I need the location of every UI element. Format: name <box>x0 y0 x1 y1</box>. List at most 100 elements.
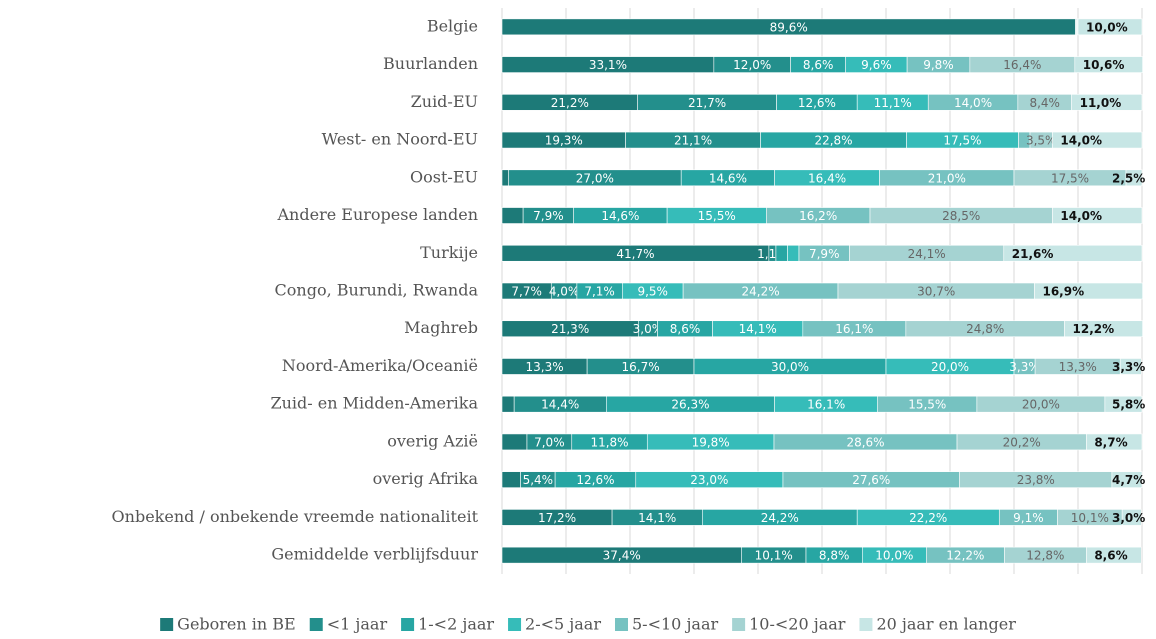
value-label: 12,2% <box>1073 322 1115 336</box>
bar-segment <box>1121 509 1142 526</box>
value-label: 8,4% <box>1029 96 1060 110</box>
bar-segment <box>1071 94 1143 111</box>
value-label: 3,3% <box>1009 360 1040 374</box>
value-label: 14,0% <box>1060 209 1102 223</box>
bar-segment <box>501 433 528 451</box>
value-label: 24,8% <box>966 322 1004 336</box>
value-label: 9,5% <box>637 285 668 299</box>
value-label: 22,2% <box>909 511 947 525</box>
value-label: 20,0% <box>1022 398 1060 412</box>
bar-segment <box>1086 546 1142 564</box>
bar-segment <box>1077 18 1143 36</box>
value-label: 7,9% <box>533 209 564 223</box>
value-label: 9,6% <box>861 58 892 72</box>
value-label: 16,4% <box>808 171 846 185</box>
value-label: 17,5% <box>1051 171 1089 185</box>
category-label: Zuid- en Midden-Amerika <box>271 394 479 413</box>
bar-segment <box>1003 244 1143 262</box>
value-label: 3,0% <box>633 322 664 336</box>
category-label: Turkije <box>420 243 478 262</box>
value-label: 37,4% <box>603 549 641 563</box>
bar-segment <box>1119 358 1142 375</box>
legend-item: 5-<10 jaar <box>615 615 718 634</box>
value-label: 21,0% <box>928 171 966 185</box>
legend-swatch <box>160 618 174 631</box>
value-label: 14,6% <box>601 209 639 223</box>
value-label: 11,0% <box>1080 96 1122 110</box>
legend-label: 2-<5 jaar <box>525 615 601 634</box>
value-label: 14,1% <box>638 511 676 525</box>
legend-label: 20 jaar en langer <box>876 615 1016 634</box>
value-label: 4,0% <box>549 285 580 299</box>
category-label: Belgie <box>427 16 478 35</box>
value-label: 9,1% <box>1013 511 1044 525</box>
value-label: 12,6% <box>798 96 836 110</box>
category-label: Andere Europese landen <box>277 205 479 224</box>
value-label: 19,8% <box>692 435 730 449</box>
bar-segment <box>787 244 800 262</box>
value-label: 2,5% <box>1112 171 1145 185</box>
value-label: 12,6% <box>576 473 614 487</box>
value-label: 17,5% <box>943 134 981 148</box>
value-label: 10,1% <box>755 549 793 563</box>
value-label: 8,6% <box>803 58 834 72</box>
value-label: 7,9% <box>809 247 840 261</box>
category-label: overig Afrika <box>373 469 479 488</box>
category-label: Congo, Burundi, Rwanda <box>275 281 479 300</box>
category-label: Zuid-EU <box>411 92 478 111</box>
legend-swatch <box>859 618 873 631</box>
legend-label: Geboren in BE <box>177 615 296 634</box>
value-label: 15,5% <box>698 209 736 223</box>
value-label: 8,7% <box>1094 435 1127 449</box>
value-label: 7,1% <box>584 285 615 299</box>
value-label: 14,4% <box>541 398 579 412</box>
legend-item: <1 jaar <box>309 615 387 634</box>
value-label: 8,6% <box>1094 549 1127 563</box>
value-label: 8,8% <box>819 549 850 563</box>
value-label: 24,2% <box>741 285 779 299</box>
value-label: 10,1% <box>1071 511 1109 525</box>
bar-segment <box>501 395 515 413</box>
value-label: 20,0% <box>931 360 969 374</box>
value-label: 23,8% <box>1017 473 1055 487</box>
category-label: Buurlanden <box>383 54 478 73</box>
value-label: 16,4% <box>1003 58 1041 72</box>
value-label: 30,0% <box>771 360 809 374</box>
value-label: 14,1% <box>739 322 777 336</box>
value-label: 15,5% <box>908 398 946 412</box>
legend-item: 2-<5 jaar <box>508 615 601 634</box>
value-label: 3,0% <box>1112 511 1145 525</box>
value-label: 4,7% <box>1112 473 1145 487</box>
category-label: Gemiddelde verblijfsduur <box>271 545 478 564</box>
value-label: 28,5% <box>942 209 980 223</box>
bar-segment <box>1034 282 1143 300</box>
value-label: 20,2% <box>1003 435 1041 449</box>
value-label: 5,8% <box>1112 398 1145 412</box>
legend-label: 10-<20 jaar <box>749 615 846 634</box>
legend-item: Geboren in BE <box>160 615 296 634</box>
value-label: 41,7% <box>616 247 654 261</box>
value-label: 7,0% <box>534 435 565 449</box>
legend-item: 10-<20 jaar <box>732 615 846 634</box>
value-label: 11,1% <box>874 96 912 110</box>
legend-label: 1-<2 jaar <box>418 615 494 634</box>
value-label: 12,8% <box>1026 549 1064 563</box>
bar-segment <box>1111 471 1143 488</box>
bar-segment <box>501 471 521 488</box>
value-label: 11,8% <box>590 435 628 449</box>
value-label: 9,8% <box>923 58 954 72</box>
bar-segment <box>1074 56 1143 73</box>
value-label: 5,4% <box>523 473 554 487</box>
value-label: 17,2% <box>538 511 576 525</box>
value-label: 19,3% <box>545 134 583 148</box>
category-label: Onbekend / onbekende vreemde nationalite… <box>112 507 479 526</box>
value-label: 16,1% <box>835 322 873 336</box>
value-label: 23,0% <box>690 473 728 487</box>
legend-label: 5-<10 jaar <box>632 615 718 634</box>
value-label: 16,7% <box>621 360 659 374</box>
value-label: 10,0% <box>1086 20 1128 34</box>
legend-swatch <box>732 618 746 631</box>
value-label: 21,7% <box>688 96 726 110</box>
category-label: Oost-EU <box>410 167 478 186</box>
